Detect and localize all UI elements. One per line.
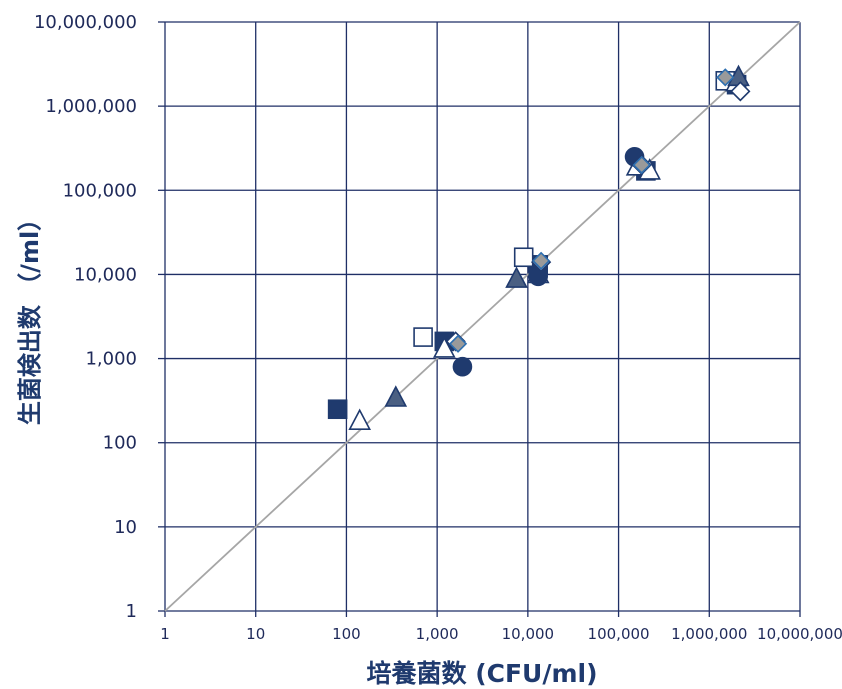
y-tick-label: 10,000 <box>74 264 137 285</box>
triangle-open-marker <box>433 336 456 358</box>
x-axis-title: 培養菌数 (CFU/ml) <box>366 659 597 688</box>
diamond-gray-marker <box>448 334 468 353</box>
data-points <box>327 64 751 431</box>
circle-filled-marker <box>528 266 548 287</box>
square-open-marker <box>413 327 433 347</box>
x-axis-ticks: 1 10 100 1,000 10,000 100,000 1,000,000 10,000,… <box>160 625 842 643</box>
x-tick-label: 10,000,000 <box>757 625 842 643</box>
triangle-filled-marker <box>505 266 528 288</box>
y-tick-label: 1,000,000 <box>45 96 137 117</box>
x-tick-label: 1,000,000 <box>671 625 747 643</box>
diamond-gray-marker <box>531 251 551 270</box>
x-tick-label: 1,000 <box>416 625 459 643</box>
y-tick-label: 10 <box>114 517 137 538</box>
y-axis-title: 生菌検出数 （/ml） <box>16 207 44 425</box>
y-tick-label: 10,000,000 <box>34 12 137 33</box>
diamond-gray-marker <box>632 155 651 175</box>
y-tick-label: 100,000 <box>63 180 137 201</box>
triangle-open-marker <box>348 408 372 431</box>
diamond-gray-marker <box>716 68 735 87</box>
x-tick-label: 100,000 <box>588 625 650 643</box>
triangle-filled-marker <box>384 385 408 407</box>
square-filled-marker <box>327 399 348 420</box>
y-tick-label: 100 <box>103 433 137 454</box>
y-tick-label: 1 <box>126 601 137 622</box>
grid <box>158 21 801 617</box>
y-axis-ticks: 1 10 100 1,000 10,000 100,000 1,000,000 10,000,… <box>34 12 137 622</box>
x-tick-label: 100 <box>332 625 361 643</box>
reference-line <box>164 21 801 612</box>
x-tick-label: 10,000 <box>502 625 555 643</box>
square-open-marker <box>513 247 534 268</box>
x-tick-label: 1 <box>160 625 170 643</box>
reference-line-layer <box>164 21 801 612</box>
diamond-open-marker <box>730 81 751 102</box>
x-tick-label: 10 <box>246 625 265 643</box>
y-tick-label: 1,000 <box>85 349 137 370</box>
circle-filled-marker <box>452 356 473 377</box>
